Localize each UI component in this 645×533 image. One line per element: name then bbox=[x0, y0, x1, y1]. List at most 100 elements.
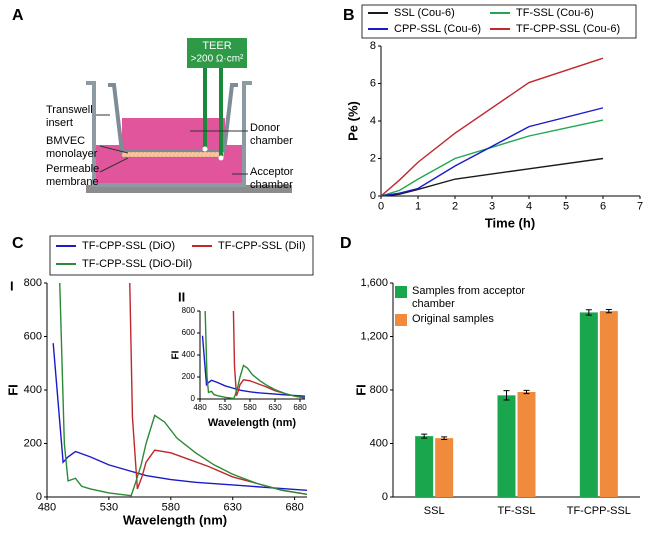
y-tick-label: 2 bbox=[370, 152, 376, 164]
series-line bbox=[380, 157, 604, 197]
y-axis-title: Pe (%) bbox=[345, 101, 360, 141]
sub-label: I bbox=[10, 278, 14, 293]
label-box: Permeable membrane bbox=[46, 163, 100, 188]
panel-label: C bbox=[12, 235, 24, 252]
legend-box bbox=[49, 235, 314, 276]
legend-box bbox=[361, 4, 637, 39]
x-tick-label: 7 bbox=[637, 200, 643, 212]
panel-label: A bbox=[12, 7, 24, 24]
inset-x-title: Wavelength (nm) bbox=[208, 417, 297, 429]
x-tick-label: 630 bbox=[268, 403, 282, 412]
legend-label: TF-CPP-SSL (DiI) bbox=[218, 240, 306, 252]
x-tick-label: 580 bbox=[162, 501, 180, 513]
y-tick-label: 0 bbox=[191, 394, 196, 403]
legend-label: Original samples bbox=[412, 313, 494, 325]
series-line bbox=[380, 119, 604, 197]
x-tick-label: 580 bbox=[243, 403, 257, 412]
y-tick-label: 0 bbox=[36, 491, 42, 503]
y-tick-label: 600 bbox=[182, 328, 196, 337]
x-tick-label: 0 bbox=[378, 200, 384, 212]
error-bar bbox=[605, 308, 612, 314]
y-tick-label: 800 bbox=[182, 306, 196, 315]
x-tick-label: 1 bbox=[415, 200, 421, 212]
pointer bbox=[99, 157, 129, 173]
legend-label: CPP-SSL (Cou-6) bbox=[394, 23, 481, 35]
acceptor-label: Acceptor chamber bbox=[250, 166, 294, 191]
x-tick-label: 480 bbox=[38, 501, 56, 513]
error-bar bbox=[441, 436, 448, 440]
series-line bbox=[232, 311, 305, 399]
x-tick-label: 2 bbox=[452, 200, 458, 212]
legend-label: TF-SSL (Cou-6) bbox=[516, 7, 594, 19]
y-tick-label: 200 bbox=[24, 437, 42, 449]
y-tick-label: 600 bbox=[24, 330, 42, 342]
error-bar bbox=[585, 309, 592, 316]
series-line bbox=[380, 107, 604, 197]
x-tick-label: 680 bbox=[293, 403, 307, 412]
diagram: A TEER >200 Ω·cm² Transwell insert BMVEC… bbox=[12, 7, 294, 193]
legend-swatch bbox=[395, 314, 407, 326]
y-axis-title: FI bbox=[5, 384, 20, 396]
y-tick-label: 400 bbox=[24, 384, 42, 396]
label-box: Donor chamber bbox=[250, 122, 293, 147]
membrane-label: Permeable membrane bbox=[46, 163, 100, 188]
label-box: Acceptor chamber bbox=[250, 166, 294, 191]
pointer bbox=[99, 145, 129, 154]
y-tick-label: 8 bbox=[370, 40, 376, 52]
label-box: Transwell insert bbox=[46, 104, 93, 129]
teer-label: TEER bbox=[202, 40, 231, 52]
base-plate bbox=[86, 185, 292, 193]
bar bbox=[579, 312, 598, 497]
y-tick-label: 800 bbox=[370, 384, 388, 396]
x-axis-title: Wavelength (nm) bbox=[123, 512, 227, 527]
x-tick-label: 3 bbox=[489, 200, 495, 212]
panel-label: D bbox=[340, 235, 352, 252]
x-tick-label: SSL bbox=[424, 505, 445, 517]
teer-value: >200 Ω·cm² bbox=[191, 54, 244, 65]
outer-well bbox=[86, 81, 252, 187]
legend-box: Samples from acceptor chamber bbox=[412, 285, 526, 310]
series-line bbox=[204, 311, 305, 399]
y-tick-label: 6 bbox=[370, 77, 376, 89]
bar bbox=[497, 395, 516, 497]
y-tick-label: 1,600 bbox=[360, 277, 388, 289]
x-tick-label: TF-SSL bbox=[498, 505, 536, 517]
y-tick-label: 800 bbox=[24, 277, 42, 289]
x-tick-label: 530 bbox=[218, 403, 232, 412]
teer-box bbox=[187, 38, 247, 68]
electrode-tip bbox=[202, 146, 208, 152]
y-tick-label: 400 bbox=[182, 350, 196, 359]
legend-label: Samples from acceptor chamber bbox=[412, 285, 526, 310]
legend-label: SSL (Cou-6) bbox=[394, 7, 455, 19]
inset-label: II bbox=[178, 289, 185, 304]
label-box: BMVEC monolayer bbox=[46, 135, 98, 160]
x-tick-label: 6 bbox=[600, 200, 606, 212]
membrane bbox=[121, 151, 225, 158]
legend-swatch bbox=[395, 286, 407, 298]
bar bbox=[517, 392, 536, 497]
y-axis-title: FI bbox=[353, 384, 368, 396]
donor-fluid bbox=[122, 118, 225, 154]
x-tick-label: 680 bbox=[285, 501, 303, 513]
x-tick-label: 4 bbox=[526, 200, 532, 212]
y-tick-label: 400 bbox=[370, 437, 388, 449]
x-tick-label: 530 bbox=[100, 501, 118, 513]
error-bar bbox=[523, 389, 530, 395]
donor-label: Donor chamber bbox=[250, 122, 293, 147]
x-tick-label: 480 bbox=[193, 403, 207, 412]
series-line bbox=[52, 343, 307, 492]
x-tick-label: 5 bbox=[563, 200, 569, 212]
panel-label: B bbox=[343, 7, 355, 24]
bmvec-label: BMVEC monolayer bbox=[46, 135, 98, 160]
y-tick-label: 200 bbox=[182, 372, 196, 381]
bar bbox=[415, 436, 434, 497]
inset-y-title: FI bbox=[171, 350, 182, 359]
legend-label: TF-CPP-SSL (DiO) bbox=[82, 240, 175, 252]
legend-box: Original samples bbox=[412, 313, 494, 325]
bar bbox=[599, 311, 618, 497]
y-tick-label: 0 bbox=[370, 190, 376, 202]
x-tick-label: 630 bbox=[224, 501, 242, 513]
error-bar bbox=[503, 390, 510, 401]
legend-label: TF-CPP-SSL (Cou-6) bbox=[516, 23, 620, 35]
